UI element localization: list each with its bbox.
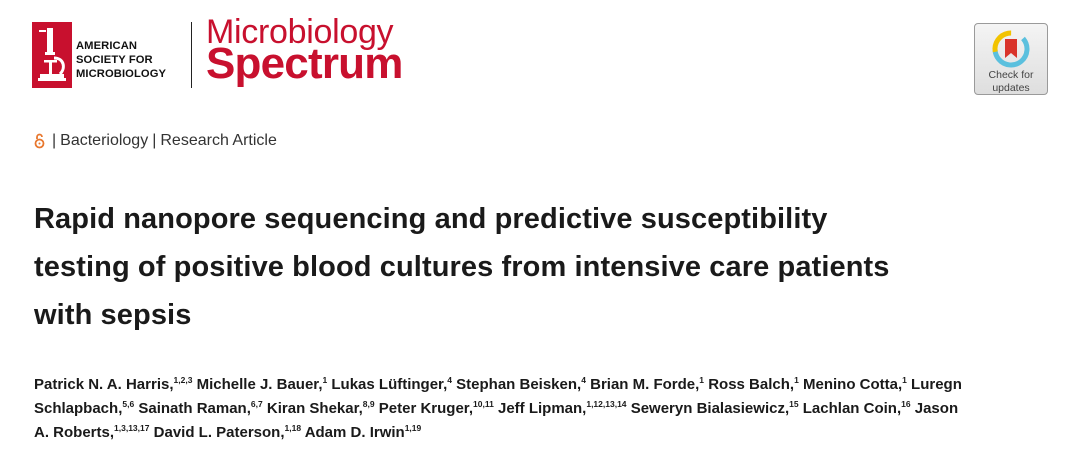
affiliation-superscript[interactable]: 4 bbox=[581, 375, 586, 385]
publisher-name: AMERICAN SOCIETY FOR MICROBIOLOGY bbox=[76, 39, 166, 81]
author-name[interactable]: Lachlan Coin,16 bbox=[802, 399, 911, 417]
affiliation-superscript[interactable]: 5,6 bbox=[122, 399, 135, 409]
affiliation-superscript[interactable]: 4 bbox=[447, 375, 452, 385]
affiliation-superscript[interactable]: 1 bbox=[322, 375, 328, 385]
affiliation-superscript[interactable]: 1 bbox=[794, 375, 799, 385]
author-name[interactable]: Seweryn Bialasiewicz,15 bbox=[630, 399, 799, 417]
affiliation-superscript[interactable]: 1,3,13,17 bbox=[114, 423, 150, 433]
author-name[interactable]: Jason bbox=[914, 400, 959, 417]
author-name[interactable]: Luregn bbox=[911, 376, 962, 393]
author-name[interactable]: David L. Paterson,1,18 bbox=[153, 423, 302, 441]
asm-logo[interactable]: AMERICAN SOCIETY FOR MICROBIOLOGY bbox=[32, 22, 182, 94]
journal-name-line2: Spectrum bbox=[206, 39, 403, 88]
affiliation-superscript[interactable]: 10,11 bbox=[473, 399, 494, 409]
author-name[interactable]: A. Roberts,1,3,13,17 bbox=[34, 423, 150, 441]
author-name[interactable]: Ross Balch,1 bbox=[708, 375, 799, 393]
author-line: Schlapbach,5,6 Sainath Raman,6,7 Kiran S… bbox=[34, 397, 1054, 421]
author-name[interactable]: Brian M. Forde,1 bbox=[590, 375, 705, 393]
publisher-name-line: AMERICAN bbox=[76, 40, 138, 52]
section-link[interactable]: Bacteriology bbox=[60, 132, 149, 149]
title-line: Rapid nanopore sequencing and predictive… bbox=[34, 203, 828, 235]
meta-separator: | bbox=[52, 132, 57, 149]
check-updates-line2: updates bbox=[992, 82, 1030, 94]
open-access-icon bbox=[34, 133, 45, 149]
article-meta: | Bacteriology | Research Article bbox=[34, 132, 277, 150]
author-name[interactable]: Kiran Shekar,8,9 bbox=[266, 399, 375, 417]
author-name[interactable]: Peter Kruger,10,11 bbox=[378, 399, 494, 417]
affiliation-superscript[interactable]: 1,2,3 bbox=[173, 375, 193, 385]
author-line: Patrick N. A. Harris,1,2,3 Michelle J. B… bbox=[34, 373, 1054, 397]
title-line: testing of positive blood cultures from … bbox=[34, 251, 890, 283]
affiliation-superscript[interactable]: 8,9 bbox=[362, 399, 375, 409]
author-name[interactable]: Stephan Beisken,4 bbox=[456, 375, 586, 393]
article-title: Rapid nanopore sequencing and predictive… bbox=[34, 195, 1044, 339]
check-updates-line1: Check for bbox=[988, 69, 1034, 81]
author-line: A. Roberts,1,3,13,17 David L. Paterson,1… bbox=[34, 421, 1054, 445]
crossmark-icon bbox=[992, 30, 1030, 68]
affiliation-superscript[interactable]: 6,7 bbox=[250, 399, 263, 409]
journal-logo[interactable]: Microbiology Spectrum bbox=[206, 13, 403, 88]
microscope-icon bbox=[32, 22, 72, 88]
publisher-name-line: MICROBIOLOGY bbox=[76, 68, 167, 80]
affiliation-superscript[interactable]: 1 bbox=[902, 375, 907, 385]
affiliation-superscript[interactable]: 1,12,13,14 bbox=[586, 399, 627, 409]
affiliation-superscript[interactable]: 1 bbox=[699, 375, 705, 385]
affiliation-superscript[interactable]: 1,19 bbox=[404, 423, 422, 433]
author-name[interactable]: Jeff Lipman,1,12,13,14 bbox=[497, 399, 627, 417]
author-list: Patrick N. A. Harris,1,2,3 Michelle J. B… bbox=[34, 373, 1054, 445]
affiliation-superscript[interactable]: 15 bbox=[789, 399, 799, 409]
meta-separator: | bbox=[152, 132, 157, 149]
title-line: with sepsis bbox=[34, 299, 192, 331]
author-name[interactable]: Sainath Raman,6,7 bbox=[138, 399, 263, 417]
affiliation-superscript[interactable]: 1,18 bbox=[284, 423, 302, 433]
author-name[interactable]: Menino Cotta,1 bbox=[802, 375, 907, 393]
journal-name-line1: Microbiology bbox=[206, 13, 394, 51]
publisher-name-line: SOCIETY FOR bbox=[76, 54, 153, 66]
affiliation-superscript[interactable]: 16 bbox=[901, 399, 911, 409]
author-name[interactable]: Lukas Lüftinger,4 bbox=[331, 375, 452, 393]
article-type-link[interactable]: Research Article bbox=[160, 132, 277, 149]
check-for-updates-button[interactable]: Check for updates bbox=[974, 23, 1048, 95]
author-name[interactable]: Adam D. Irwin1,19 bbox=[304, 423, 422, 441]
author-name[interactable]: Patrick N. A. Harris,1,2,3 bbox=[34, 375, 193, 393]
author-name[interactable]: Michelle J. Bauer,1 bbox=[196, 375, 328, 393]
logo-divider bbox=[191, 22, 192, 88]
author-name[interactable]: Schlapbach,5,6 bbox=[34, 399, 135, 417]
